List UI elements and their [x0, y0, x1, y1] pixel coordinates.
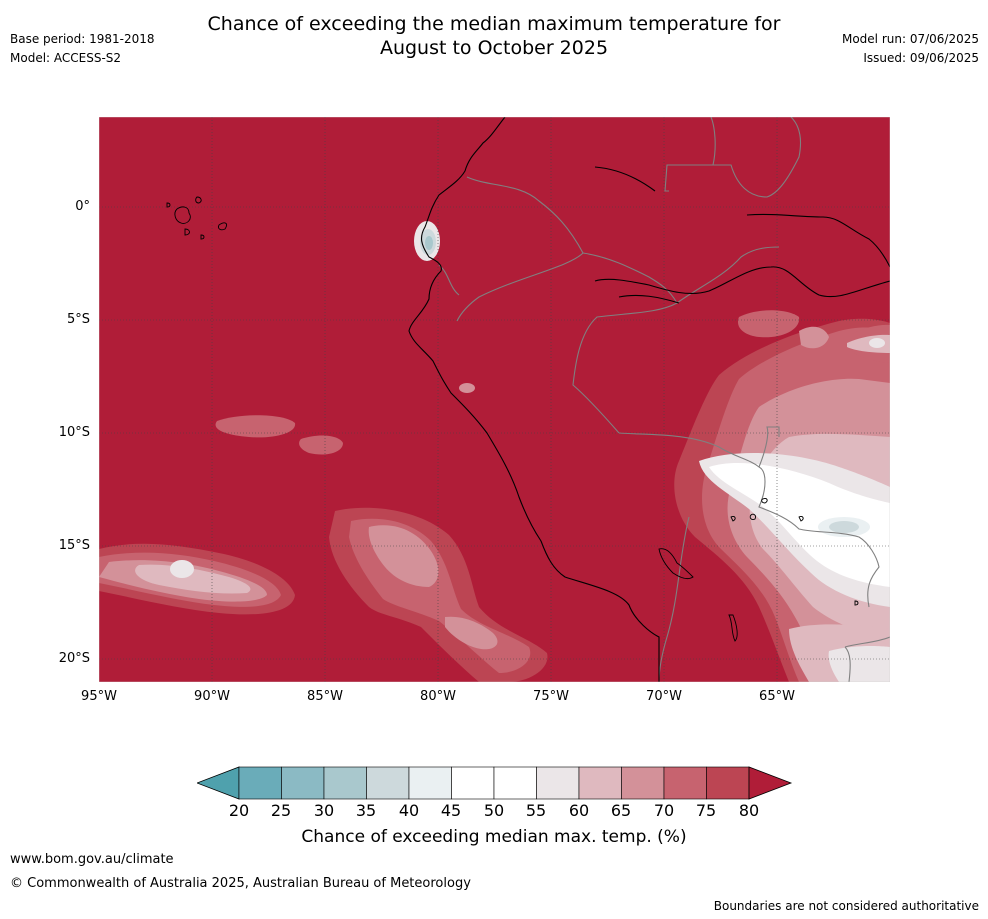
- colorbar-label-20: 20: [228, 801, 250, 820]
- lon-tick-75w: 75°W: [533, 689, 569, 704]
- lat-tick-0: 0°: [75, 199, 90, 214]
- colorbar-label-50: 50: [483, 801, 505, 820]
- lat-tick-20s: 20°S: [58, 651, 90, 666]
- lon-tick-70w: 70°W: [646, 689, 682, 704]
- colorbar-cell: [663, 766, 707, 800]
- lat-tick-15s: 15°S: [58, 538, 90, 553]
- colorbar-label-55: 55: [525, 801, 547, 820]
- lon-tick-85w: 85°W: [307, 689, 343, 704]
- colorbar-cell: [578, 766, 622, 800]
- islands: [166, 196, 859, 642]
- colorbar-cell: [281, 766, 325, 800]
- colorbar-label-70: 70: [653, 801, 675, 820]
- colorbar-label-80: 80: [738, 801, 760, 820]
- probability-map: [99, 117, 890, 682]
- model-run-label: Model run: 07/06/2025: [841, 32, 979, 46]
- colorbar-extend-high: [748, 766, 793, 800]
- colorbar-label-45: 45: [440, 801, 462, 820]
- ecuador-coast-anomaly: [414, 221, 440, 261]
- pacific-blob-b: [299, 435, 343, 455]
- map-title: Chance of exceeding the median maximum t…: [0, 12, 988, 60]
- lon-tick-95w: 95°W: [81, 689, 117, 704]
- issued-label: Issued: 09/06/2025: [863, 51, 979, 65]
- footer-url: www.bom.gov.au/climate: [10, 852, 174, 867]
- colorbar-label-35: 35: [355, 801, 377, 820]
- colorbar-label-65: 65: [610, 801, 632, 820]
- colorbar-cell: [366, 766, 410, 800]
- footer-copyright: © Commonwealth of Australia 2025, Austra…: [10, 876, 471, 891]
- coastlines: [408, 117, 890, 682]
- colorbar-label-25: 25: [270, 801, 292, 820]
- pacific-blob-a: [215, 415, 296, 438]
- lon-tick-90w: 90°W: [194, 689, 230, 704]
- colorbar-extend-low: [197, 766, 240, 800]
- colorbar-cell: [323, 766, 367, 800]
- colorbar-cell: [536, 766, 580, 800]
- colorbar-label-40: 40: [398, 801, 420, 820]
- title-line-2: August to October 2025: [379, 37, 609, 59]
- colorbar-title: Chance of exceeding median max. temp. (%…: [301, 827, 687, 847]
- colorbar-cell: [238, 766, 282, 800]
- model-label: Model: ACCESS-S2: [10, 51, 122, 65]
- lat-tick-5s: 5°S: [66, 312, 90, 327]
- colorbar-cell: [621, 766, 665, 800]
- base-period-label: Base period: 1981-2018: [10, 32, 155, 46]
- country-borders: [438, 117, 890, 682]
- pacific-west-anomaly: [99, 543, 295, 615]
- colorbar-cell: [493, 766, 537, 800]
- colorbar-cell: [408, 766, 452, 800]
- colorbar: [197, 766, 793, 800]
- colorbar-cell: [451, 766, 495, 800]
- footer-boundaries-note: Boundaries are not considered authoritat…: [713, 899, 979, 913]
- lat-tick-10s: 10°S: [58, 425, 90, 440]
- lon-tick-80w: 80°W: [420, 689, 456, 704]
- title-line-1: Chance of exceeding the median maximum t…: [207, 13, 781, 35]
- graticule: [99, 117, 890, 682]
- lon-tick-65w: 65°W: [759, 689, 795, 704]
- colorbar-label-60: 60: [568, 801, 590, 820]
- colorbar-cell: [706, 766, 750, 800]
- colorbar-label-75: 75: [695, 801, 717, 820]
- colorbar-label-30: 30: [313, 801, 335, 820]
